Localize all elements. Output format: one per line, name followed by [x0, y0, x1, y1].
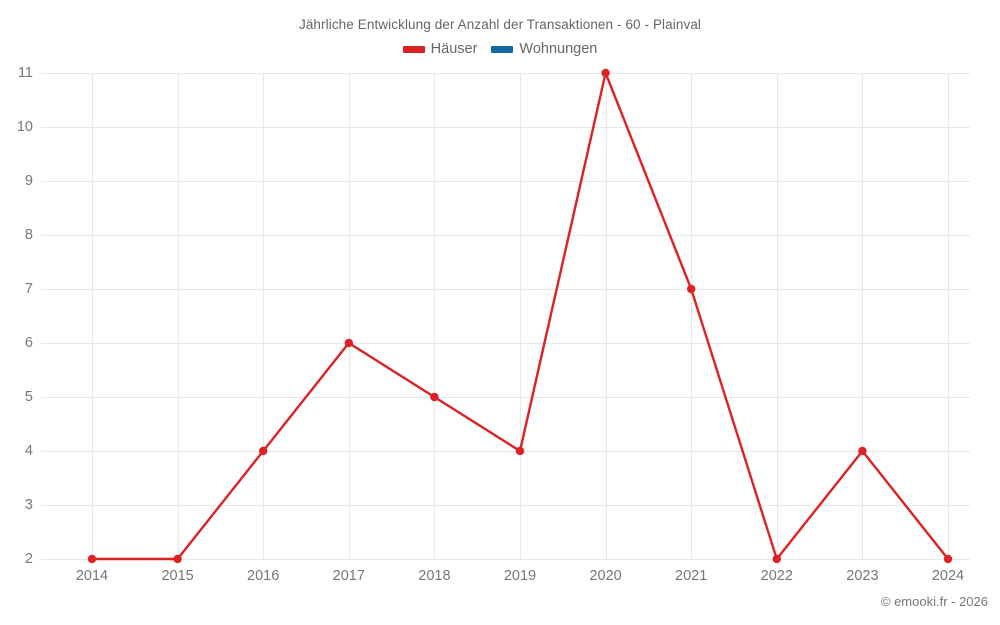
footer-credit: © emooki.fr - 2026	[880, 594, 988, 609]
y-axis-tick-label: 2	[24, 551, 33, 567]
x-axis-tick-label: 2020	[589, 568, 622, 584]
gridline-vertical	[948, 73, 949, 559]
legend-swatch-hauser-icon	[402, 45, 425, 53]
y-axis-tick-label: 8	[24, 227, 33, 243]
gridline-horizontal	[41, 559, 970, 560]
y-axis-tick-label: 10	[16, 119, 33, 135]
gridline-vertical	[177, 73, 179, 559]
chart-title: Jährliche Entwicklung der Anzahl der Tra…	[298, 17, 702, 32]
x-axis-tick-label: 2018	[418, 568, 451, 584]
x-axis-tick-label: 2016	[247, 568, 280, 584]
gridline-horizontal	[41, 451, 970, 452]
y-axis-tick-label: 11	[17, 65, 33, 81]
plot-area	[41, 68, 970, 564]
legend-label-wohnungen: Wohnungen	[519, 41, 598, 57]
plot-background	[41, 73, 970, 559]
gridline-horizontal	[41, 127, 970, 128]
gridline-horizontal	[41, 343, 970, 344]
y-axis-tick-label: 6	[24, 335, 33, 351]
gridline-vertical	[520, 73, 521, 559]
x-axis: 2014 2015 2016 2017 2018 2019 2020 2021 2022 2023…	[0, 568, 1000, 590]
legend-label-hauser: Häuser	[430, 41, 478, 57]
x-axis-tick-label: 2023	[846, 568, 879, 584]
x-axis-tick-label: 2021	[675, 568, 708, 584]
x-axis-tick-label: 2017	[332, 568, 365, 584]
y-axis: 2 3 4 5 6 7 8 9 10 11	[0, 65, 33, 567]
gridline-horizontal	[41, 181, 970, 182]
y-axis-tick-label: 3	[24, 497, 33, 513]
y-axis-tick-label: 5	[24, 389, 33, 405]
x-axis-tick-label: 2015	[161, 568, 194, 584]
y-axis-tick-label: 7	[24, 281, 33, 297]
gridline-horizontal	[41, 397, 970, 398]
gridline-vertical	[348, 73, 350, 559]
gridline-horizontal	[41, 235, 970, 236]
legend-swatch-wohnungen-icon	[491, 45, 514, 53]
gridline-vertical	[605, 73, 607, 559]
gridline-horizontal	[41, 73, 970, 74]
legend-item-hauser[interactable]: Häuser	[402, 41, 478, 57]
gridline-horizontal	[41, 289, 970, 290]
gridline-vertical	[92, 73, 93, 559]
x-axis-tick-label: 2019	[503, 568, 537, 584]
x-axis-tick-label: 2022	[760, 568, 793, 584]
gridline-horizontal	[41, 505, 970, 506]
gridline-vertical	[862, 73, 864, 559]
legend-item-wohnungen[interactable]: Wohnungen	[491, 41, 597, 57]
gridline-vertical	[434, 73, 436, 559]
y-axis-tick-label: 4	[24, 443, 33, 459]
x-axis-tick-label: 2024	[931, 568, 965, 584]
gridline-vertical	[263, 73, 265, 559]
x-axis-tick-label: 2014	[75, 568, 109, 584]
gridline-vertical	[691, 73, 693, 559]
gridline-vertical	[776, 73, 778, 559]
y-axis-tick-label: 9	[24, 173, 33, 189]
chart-legend: Häuser Wohnungen	[0, 41, 1000, 57]
